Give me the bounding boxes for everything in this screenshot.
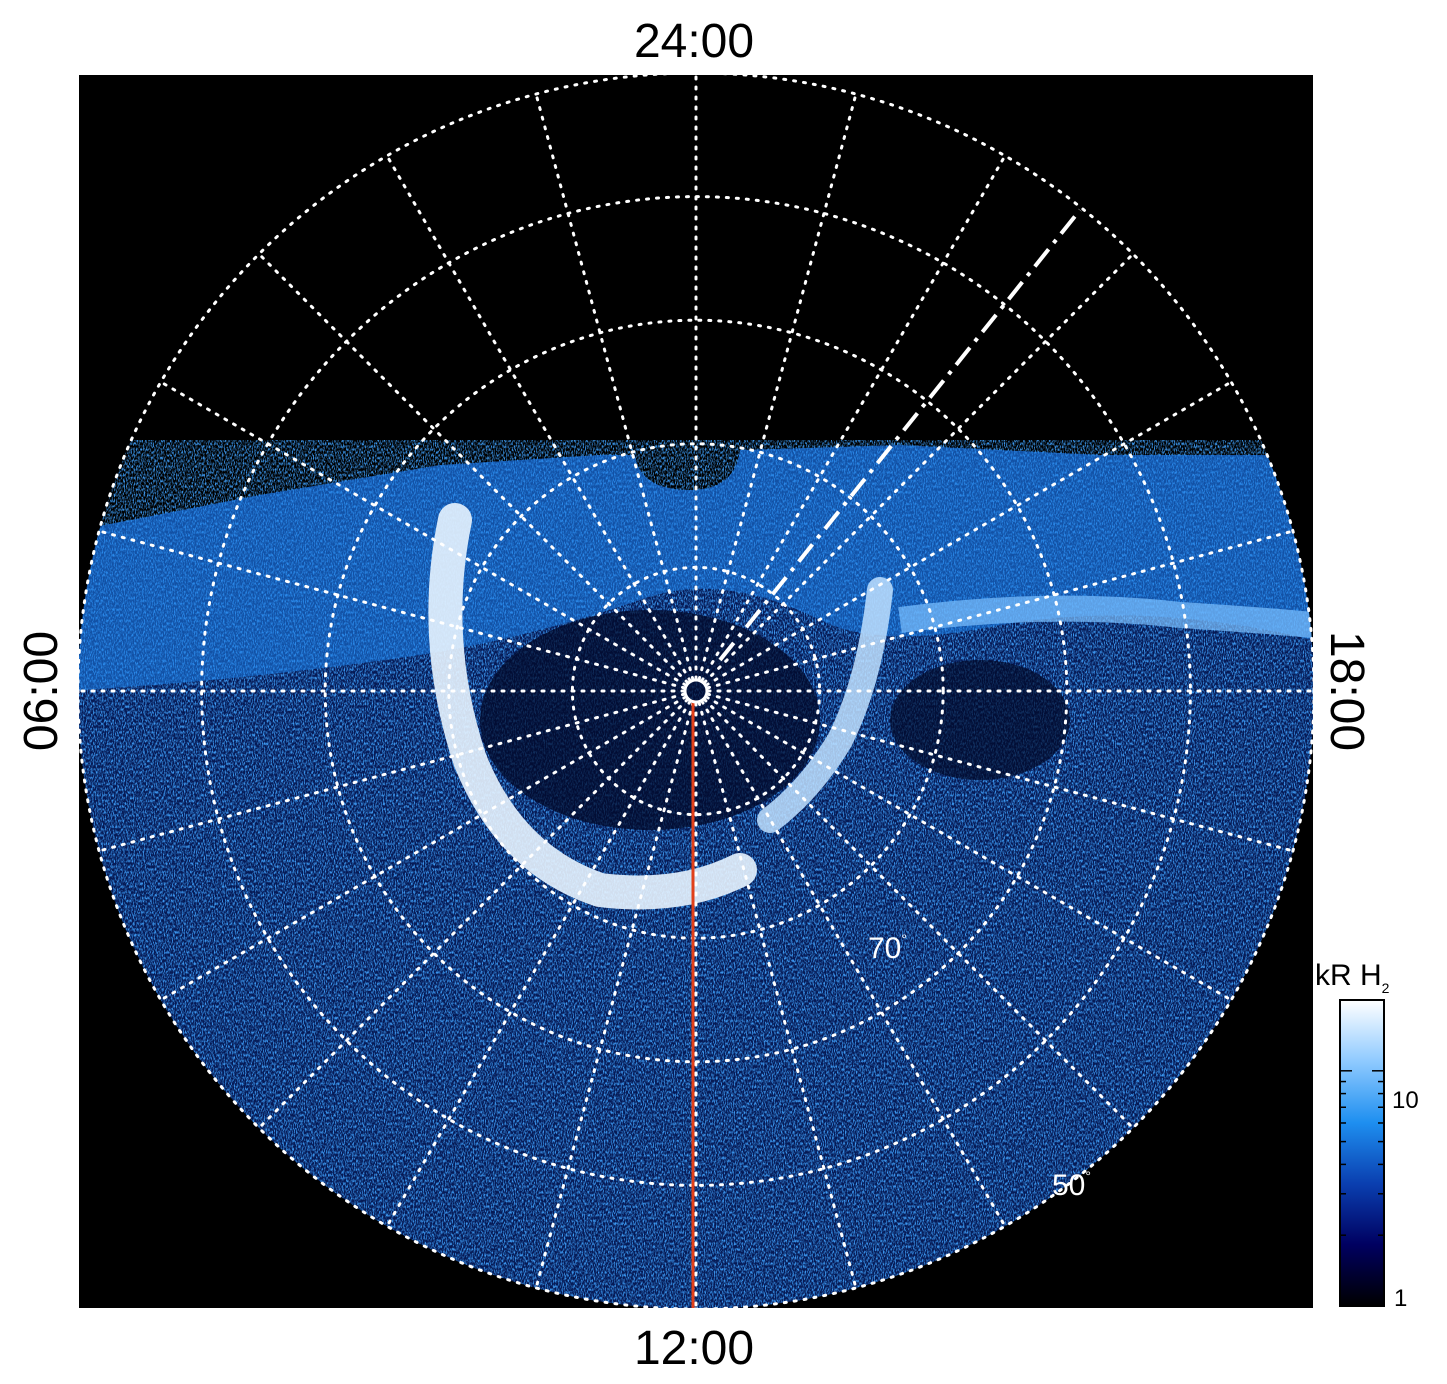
local-time-meridian-11 xyxy=(534,701,695,1290)
local-time-meridian-23 xyxy=(697,92,858,681)
latitude-circle-70 xyxy=(447,442,945,940)
dashed-marker-line xyxy=(718,208,1082,662)
local-time-meridian-10 xyxy=(385,699,692,1228)
local-time-label-bottom: 12:00 xyxy=(634,1322,754,1375)
local-time-label-right: 18:00 xyxy=(1320,631,1373,751)
latitude-label-70: 70° xyxy=(868,931,907,965)
dusk-dark-region xyxy=(890,660,1070,780)
colorbar-title: kR H2 xyxy=(1315,959,1390,996)
local-time-meridian-14 xyxy=(700,699,1007,1228)
main-auroral-oval-right xyxy=(757,577,893,833)
local-time-meridian-8 xyxy=(159,695,688,1002)
colorbar: kR H2 10 1 xyxy=(1315,959,1419,1312)
colorbar-tick-label-1: 1 xyxy=(1394,1285,1407,1312)
coordinate-grid xyxy=(79,75,1313,1308)
local-time-meridian-22 xyxy=(700,154,1007,683)
local-time-meridian-5 xyxy=(97,529,686,690)
local-time-meridian-3 xyxy=(257,252,690,685)
local-time-meridian-15 xyxy=(702,697,1135,1130)
local-time-meridian-20 xyxy=(704,380,1233,687)
local-time-meridian-4 xyxy=(159,380,688,687)
main-auroral-oval xyxy=(428,503,757,910)
local-time-meridian-1 xyxy=(534,92,695,681)
local-time-meridian-9 xyxy=(257,697,690,1130)
local-time-label-top: 24:00 xyxy=(634,15,754,68)
colorbar-gradient xyxy=(1339,999,1385,1307)
local-time-meridian-7 xyxy=(97,692,686,853)
latitude-label-50: 50° xyxy=(1052,1168,1091,1202)
local-time-meridian-19 xyxy=(706,529,1295,690)
local-time-meridian-13 xyxy=(697,701,858,1290)
local-time-label-left: 06:00 xyxy=(15,631,68,751)
colorbar-tick-label-10: 10 xyxy=(1392,1087,1419,1114)
local-time-meridian-21 xyxy=(702,252,1135,685)
local-time-meridian-17 xyxy=(706,692,1295,853)
polar-cap-dark-region xyxy=(480,610,820,830)
dusk-emission-arc xyxy=(898,595,1313,638)
local-time-meridian-2 xyxy=(385,154,692,683)
local-time-meridian-16 xyxy=(704,695,1233,1002)
pole-marker xyxy=(683,678,709,704)
colorbar-ticks xyxy=(1340,999,1384,1307)
